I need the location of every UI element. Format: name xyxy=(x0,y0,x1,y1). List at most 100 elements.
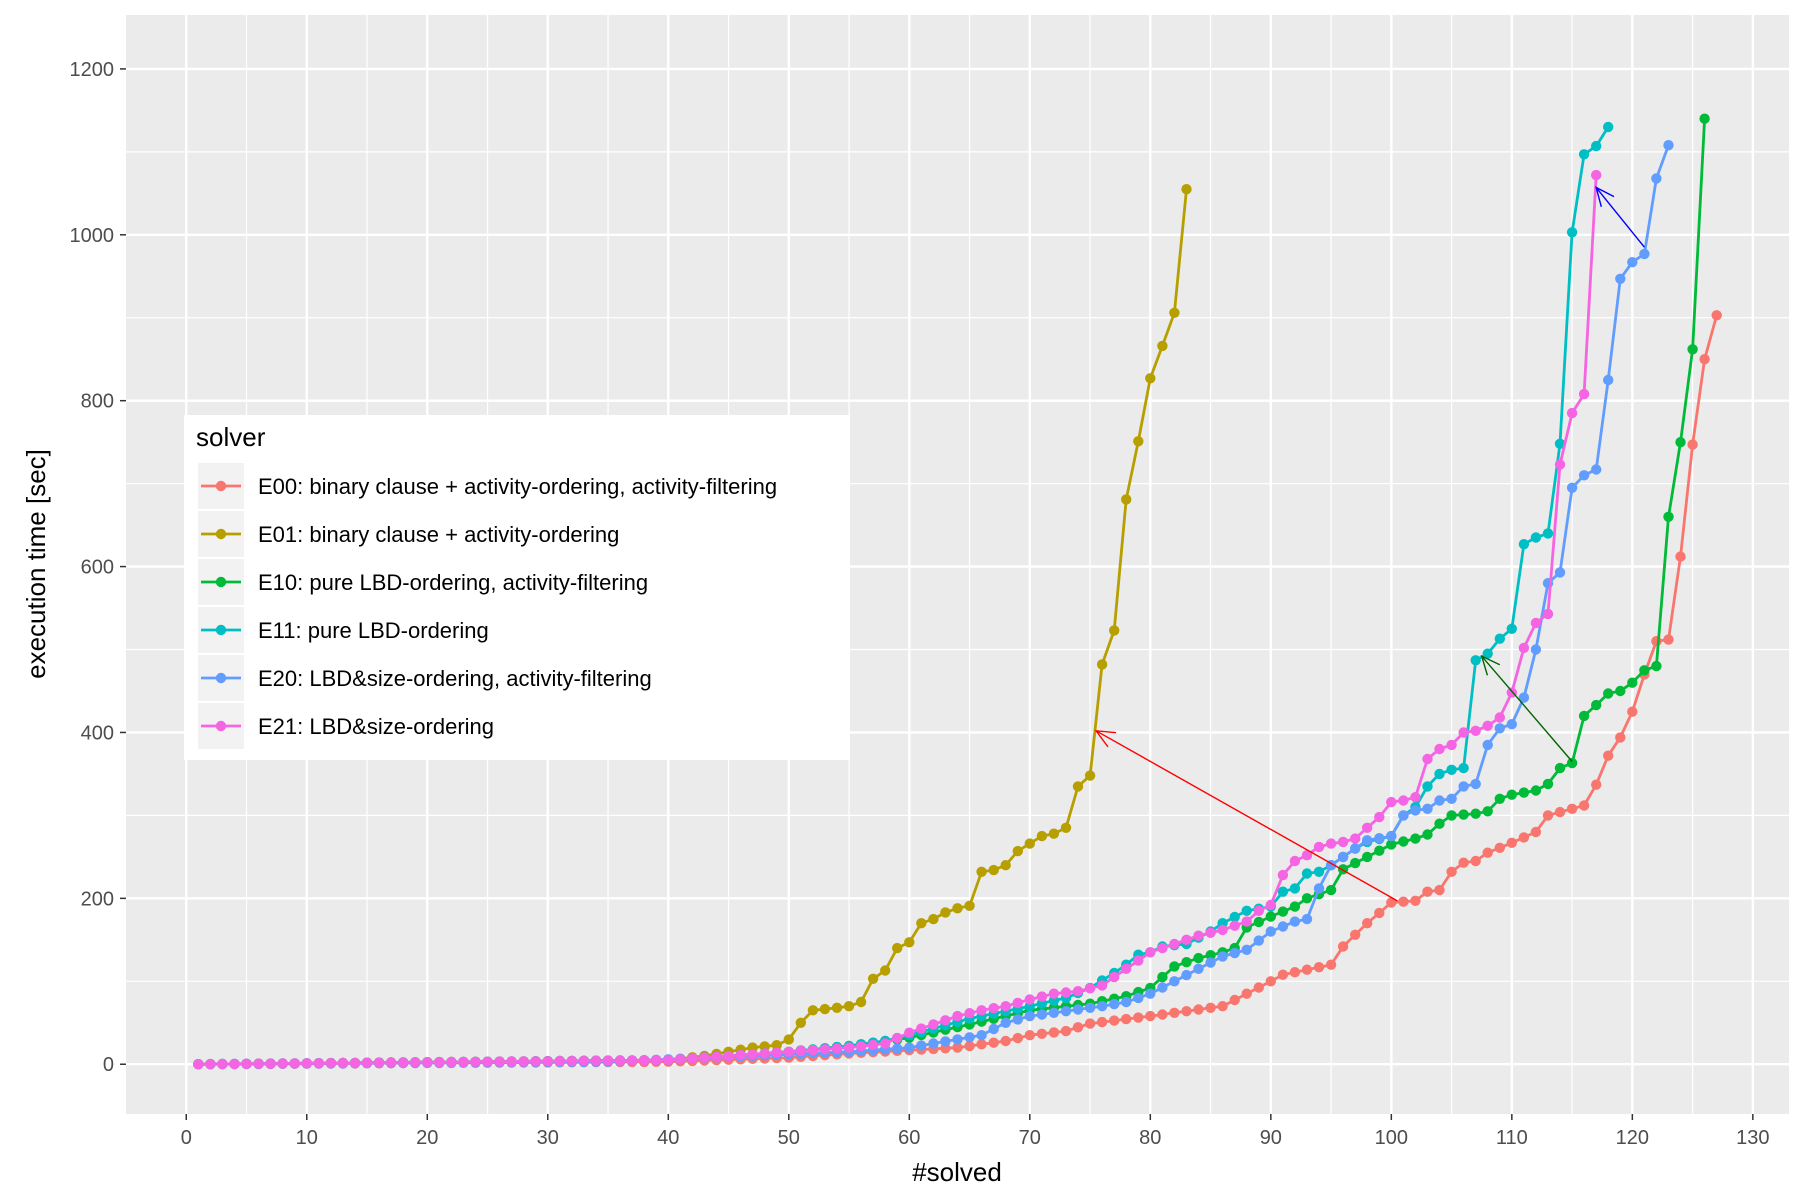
data-point xyxy=(1253,905,1265,916)
data-point xyxy=(590,1055,602,1066)
data-point xyxy=(1325,838,1337,849)
data-point xyxy=(1374,907,1385,919)
x-tick-label: 100 xyxy=(1375,1127,1408,1149)
data-point xyxy=(1591,169,1602,181)
data-point xyxy=(1253,935,1265,946)
data-point xyxy=(554,1055,565,1067)
data-point xyxy=(795,1017,806,1028)
data-point xyxy=(205,1058,216,1070)
data-point xyxy=(626,1055,638,1066)
data-point xyxy=(1398,896,1409,907)
data-point xyxy=(1350,843,1361,854)
data-point xyxy=(458,1056,469,1068)
data-point xyxy=(1458,727,1469,738)
data-point xyxy=(1181,934,1192,945)
data-point xyxy=(1470,855,1481,867)
data-point xyxy=(1542,778,1554,790)
data-point xyxy=(1615,732,1626,743)
data-point xyxy=(1241,905,1252,916)
data-point xyxy=(711,1051,722,1063)
annotation-arrowhead xyxy=(1595,186,1615,208)
data-point xyxy=(1193,930,1204,941)
data-point xyxy=(1024,1030,1036,1041)
data-point xyxy=(1048,1027,1060,1038)
data-point xyxy=(1603,750,1614,761)
data-point xyxy=(831,1002,843,1013)
data-point xyxy=(1241,988,1252,999)
data-point xyxy=(1627,257,1638,268)
data-point xyxy=(1096,1001,1108,1012)
data-point xyxy=(952,1042,963,1053)
data-point xyxy=(1289,916,1301,927)
data-point xyxy=(1121,996,1132,1008)
data-point xyxy=(1289,901,1301,912)
data-point xyxy=(771,1047,782,1058)
data-point xyxy=(265,1058,276,1069)
data-point xyxy=(1060,822,1072,833)
data-point xyxy=(1482,847,1493,858)
data-point xyxy=(928,913,939,925)
data-point xyxy=(795,1045,806,1057)
data-point xyxy=(1566,482,1578,493)
data-point xyxy=(1566,227,1578,238)
data-point xyxy=(1386,796,1397,808)
data-point xyxy=(1048,1007,1060,1018)
data-point xyxy=(1301,893,1313,904)
data-point xyxy=(892,1043,903,1054)
data-point xyxy=(1663,140,1674,151)
data-point xyxy=(1301,964,1313,975)
data-point xyxy=(759,1048,770,1059)
data-point xyxy=(373,1057,385,1068)
data-point xyxy=(1422,781,1433,792)
data-point xyxy=(1313,866,1325,877)
data-point xyxy=(1554,762,1566,774)
legend: solver E00: binary clause + activity-ord… xyxy=(184,415,850,760)
data-point xyxy=(217,1058,228,1070)
data-point xyxy=(1446,764,1457,775)
data-point xyxy=(1591,699,1602,711)
legend-key-point xyxy=(215,480,227,492)
data-point xyxy=(1036,1028,1048,1040)
data-point xyxy=(916,918,927,929)
data-point xyxy=(1036,1009,1048,1020)
data-point xyxy=(1072,1004,1084,1015)
data-point xyxy=(1627,677,1638,688)
legend-key-point xyxy=(215,528,227,540)
data-point xyxy=(783,1046,794,1058)
data-point xyxy=(1169,938,1180,950)
data-point xyxy=(1145,373,1156,384)
data-point xyxy=(1205,1002,1216,1013)
data-point xyxy=(1096,1016,1108,1028)
data-point xyxy=(1530,785,1542,796)
data-point xyxy=(482,1056,493,1067)
data-point xyxy=(506,1056,517,1067)
data-point xyxy=(855,996,867,1008)
data-point xyxy=(1639,248,1650,260)
data-point xyxy=(578,1055,590,1067)
legend-box xyxy=(184,415,850,760)
data-point xyxy=(1265,911,1277,922)
data-point xyxy=(1145,1010,1156,1022)
legend-label: E20: LBD&size-ordering, activity-filteri… xyxy=(258,666,652,691)
data-point xyxy=(470,1056,481,1068)
data-point xyxy=(1362,835,1373,846)
data-point xyxy=(1603,121,1614,133)
data-point xyxy=(313,1058,324,1069)
data-point xyxy=(1554,567,1566,578)
data-point xyxy=(807,1005,819,1016)
data-point xyxy=(1494,793,1506,804)
legend-key-point xyxy=(215,672,227,684)
legend-key-point xyxy=(215,624,227,636)
data-point xyxy=(988,1003,999,1014)
data-point xyxy=(807,1044,819,1056)
data-point xyxy=(1000,1017,1011,1028)
data-point xyxy=(1542,608,1554,620)
data-point xyxy=(1109,998,1120,1010)
data-point xyxy=(1048,828,1060,839)
data-point xyxy=(1325,884,1337,896)
data-point xyxy=(1024,994,1036,1005)
data-point xyxy=(940,1015,951,1026)
data-point xyxy=(1422,886,1433,897)
data-point xyxy=(1121,494,1132,505)
data-point xyxy=(843,1001,855,1012)
